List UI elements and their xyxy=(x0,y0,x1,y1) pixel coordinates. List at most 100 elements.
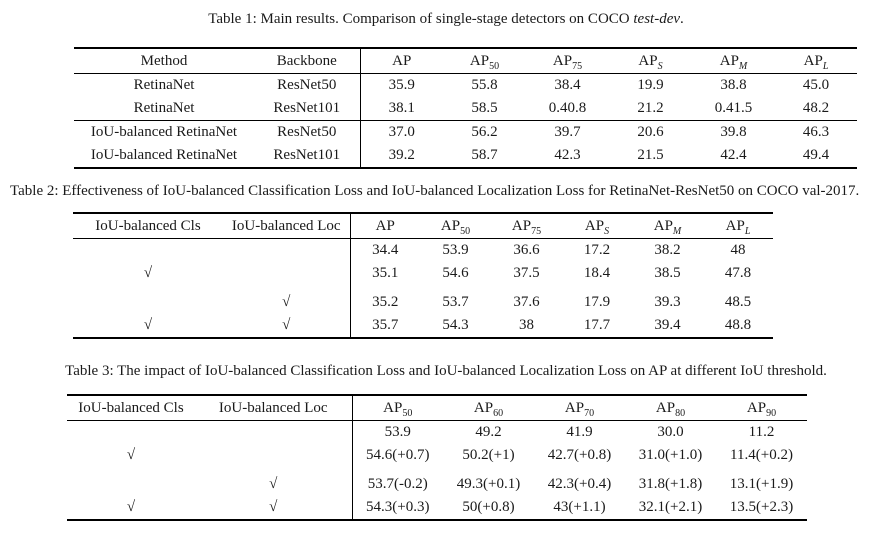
table-cell: 58.7 xyxy=(471,147,498,163)
table-row: √ 53.7(-0.2) 49.3(+0.1) 42.3(+0.4) 31.8(… xyxy=(67,467,807,496)
table-cell: 39.3 xyxy=(654,294,681,310)
header-base: AP xyxy=(552,53,573,69)
table-cell: 32.1(+2.1) xyxy=(638,499,703,515)
table-row: 53.9 49.2 41.9 30.0 11.2 xyxy=(67,420,807,445)
table3-header-row: IoU-balanced Cls IoU-balanced Loc AP50 A… xyxy=(67,395,807,421)
header-sub: L xyxy=(744,226,751,237)
table-cell: 47.8 xyxy=(724,265,752,281)
table-cell: 54.6(+0.7) xyxy=(351,444,443,467)
table-cell: 11.2 xyxy=(748,424,775,440)
column-header-backbone: Backbone xyxy=(254,48,360,74)
column-header-ap80: AP80 xyxy=(625,395,716,421)
column-header-cls: IoU-balanced Cls xyxy=(73,213,223,239)
header-base: AP xyxy=(725,218,745,234)
table-cell: 31.8(+1.8) xyxy=(638,476,703,492)
backbone-cell: ResNet50 xyxy=(277,124,337,140)
table-cell: 38.5 xyxy=(654,265,681,281)
table-cell: 30.0 xyxy=(657,424,684,440)
table-cell: 0.40.8 xyxy=(526,97,609,121)
column-header-apm: APM xyxy=(692,48,775,74)
checkmark-cell xyxy=(223,239,350,263)
table-cell: 39.7 xyxy=(554,124,581,140)
column-header-cls: IoU-balanced Cls xyxy=(67,395,195,421)
table-row: RetinaNet ResNet101 38.1 58.5 0.40.8 21.… xyxy=(74,97,857,121)
header-base: AP xyxy=(653,218,673,234)
checkmark-cell xyxy=(73,239,223,263)
table-cell: 42.3(+0.4) xyxy=(547,476,612,492)
table-cell: 39.4 xyxy=(654,317,681,333)
table-row: 34.4 53.9 36.6 17.2 38.2 48 xyxy=(73,238,773,263)
table-cell: 42.3 xyxy=(554,147,581,163)
header-base: AP xyxy=(564,400,585,416)
table1-header-row: Method Backbone AP AP50 AP75 APS APM APL xyxy=(74,48,857,74)
column-header-ap: AP xyxy=(349,213,420,239)
table-cell: 34.4 xyxy=(349,238,420,262)
header-base: AP xyxy=(511,218,532,234)
table2-header-row: IoU-balanced Cls IoU-balanced Loc AP AP5… xyxy=(73,213,773,239)
table-cell: 53.7 xyxy=(442,294,469,310)
checkmark-cell xyxy=(195,421,352,445)
header-base: IoU-balanced Cls xyxy=(78,400,184,416)
header-base: AP xyxy=(375,218,395,234)
header-base: AP xyxy=(440,218,461,234)
checkmark-cell xyxy=(67,467,195,496)
table-cell: 41.9 xyxy=(566,424,593,440)
column-header-aps: APS xyxy=(562,213,632,239)
header-sub: M xyxy=(672,226,682,237)
table1-caption-italic: test-dev xyxy=(633,11,681,27)
table-cell: 42.4 xyxy=(720,147,747,163)
column-header-loc: IoU-balanced Loc xyxy=(223,213,350,239)
header-base: AP xyxy=(469,53,490,69)
table-cell: 53.7(-0.2) xyxy=(351,467,443,496)
table-cell: 54.6 xyxy=(442,265,469,281)
table-cell: 13.5(+2.3) xyxy=(729,499,794,515)
header-base: IoU-balanced Loc xyxy=(231,218,341,234)
backbone-cell: ResNet101 xyxy=(254,97,360,121)
table-cell: 45.0 xyxy=(802,77,830,93)
header-sub: M xyxy=(738,61,748,72)
table-row: √ √ 54.3(+0.3) 50(+0.8) 43(+1.1) 32.1(+2… xyxy=(67,496,807,520)
table-cell: 38 xyxy=(519,317,534,333)
method-cell: RetinaNet xyxy=(133,77,195,93)
header-base: AP xyxy=(655,400,676,416)
column-header-ap: AP xyxy=(359,48,443,74)
header-base: AP xyxy=(746,400,767,416)
table-row: √ 35.1 54.6 37.5 18.4 38.5 47.8 xyxy=(73,262,773,285)
header-sub: 90 xyxy=(766,408,777,419)
checkmark-cell xyxy=(195,444,352,467)
checkmark-cell xyxy=(73,285,223,314)
header-sub: S xyxy=(604,226,610,237)
table-cell: 58.5 xyxy=(443,97,526,121)
iou-threshold-table: IoU-balanced Cls IoU-balanced Loc AP50 A… xyxy=(67,394,807,521)
table-cell: 37.6 xyxy=(513,294,540,310)
table-cell: 50(+0.8) xyxy=(462,499,515,515)
checkmark-cell: √ xyxy=(126,499,136,515)
table-cell: 17.7 xyxy=(583,317,611,333)
table-cell: 35.9 xyxy=(359,73,443,97)
table-cell: 56.2 xyxy=(471,124,498,140)
table1-caption-suffix: . xyxy=(680,11,684,27)
header-sub: L xyxy=(822,61,829,72)
table-cell: 11.4(+0.2) xyxy=(730,447,793,463)
table-cell: 19.9 xyxy=(637,77,664,93)
table-cell: 35.7 xyxy=(349,314,420,338)
header-sub: 75 xyxy=(531,226,542,237)
table-cell: 49.4 xyxy=(802,147,830,163)
table-cell: 50.2(+1) xyxy=(462,447,515,463)
table-cell: 38.1 xyxy=(359,97,443,121)
column-header-loc: IoU-balanced Loc xyxy=(195,395,352,421)
table-cell: 35.2 xyxy=(349,285,420,314)
header-sub: 80 xyxy=(675,408,686,419)
header-base: AP xyxy=(803,53,823,69)
header-base: Backbone xyxy=(276,53,337,69)
table-cell: 55.8 xyxy=(471,77,498,93)
table-cell: 31.0(+1.0) xyxy=(638,447,703,463)
table-cell: 53.9 xyxy=(442,242,469,258)
checkmark-cell: √ xyxy=(126,447,136,463)
table-cell: 38.4 xyxy=(554,77,581,93)
method-cell: IoU-balanced RetinaNet xyxy=(90,124,238,140)
table-row: √ 35.2 53.7 37.6 17.9 39.3 48.5 xyxy=(73,285,773,314)
column-header-ap50: AP50 xyxy=(351,395,443,421)
table2-caption: Table 2: Effectiveness of IoU-balanced C… xyxy=(10,183,860,199)
header-base: IoU-balanced Loc xyxy=(218,400,328,416)
